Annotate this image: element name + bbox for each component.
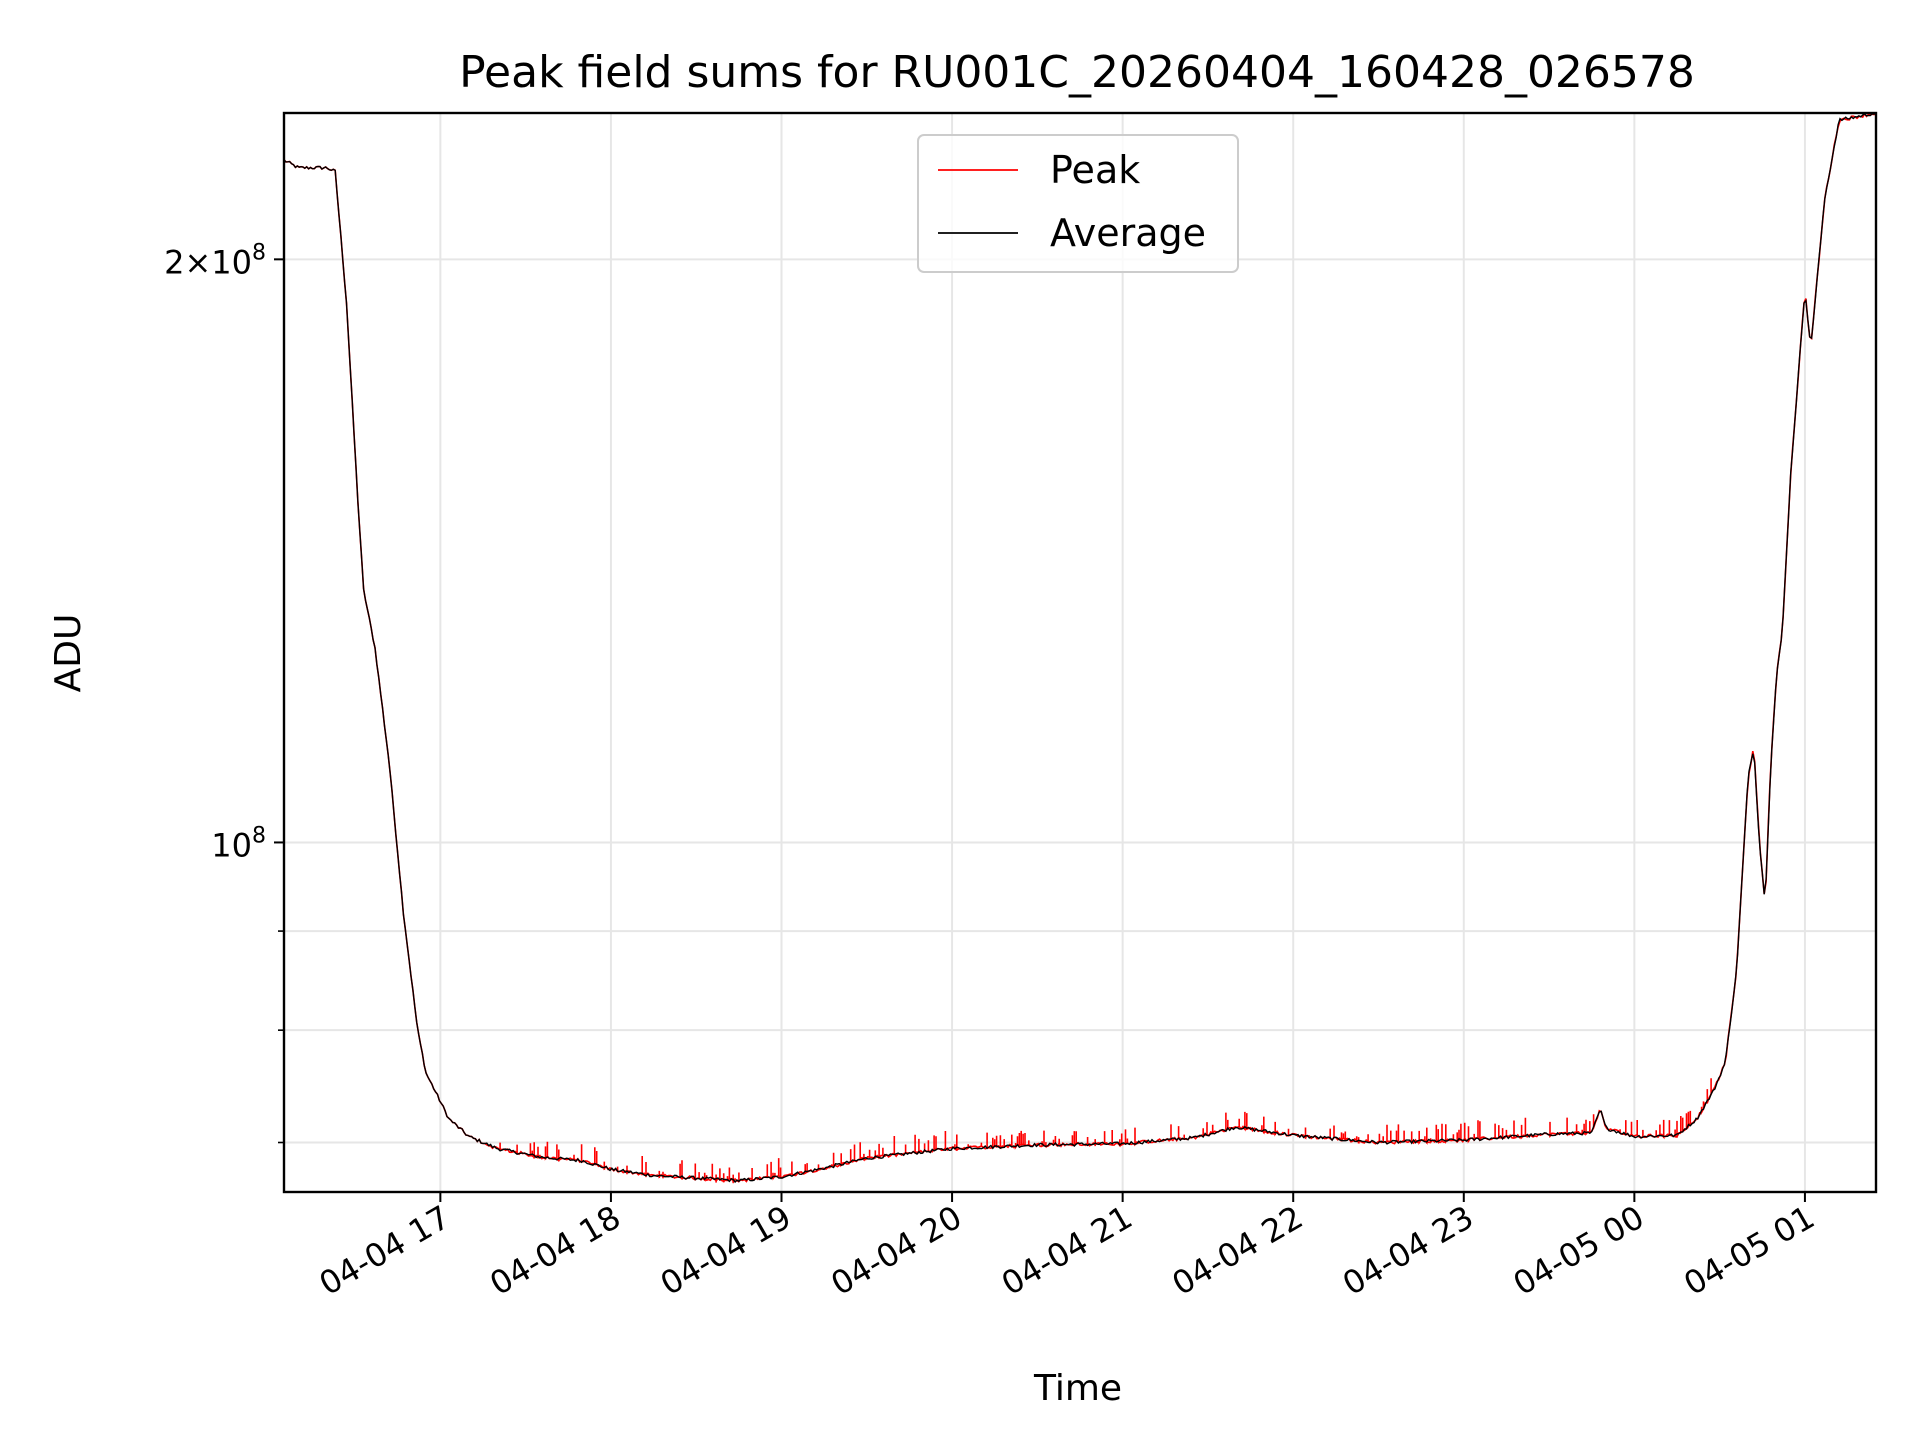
y-tick-coef: 2× — [164, 243, 211, 281]
y-axis-label: ADU — [48, 614, 89, 693]
series-line-average — [284, 113, 1876, 1184]
y-tick-exp: 8 — [252, 823, 266, 848]
y-tick-base: 10 — [211, 826, 252, 864]
legend-label-peak: Peak — [1050, 148, 1140, 192]
x-axis-label: Time — [1033, 1368, 1122, 1409]
chart-title: Peak field sums for RU001C_20260404_1604… — [459, 47, 1695, 98]
series-line-peak — [284, 113, 1876, 1184]
plot-frame — [282, 111, 1878, 1194]
y-tick-exp: 8 — [252, 240, 266, 265]
legend-label-average: Average — [1050, 211, 1206, 255]
series-layer — [284, 113, 1876, 1184]
y-tick-label: 2×108 — [164, 240, 266, 281]
y-tick-base: 10 — [211, 243, 252, 281]
y-tick-label: 108 — [211, 823, 266, 864]
legend: Peak Average — [917, 134, 1239, 273]
